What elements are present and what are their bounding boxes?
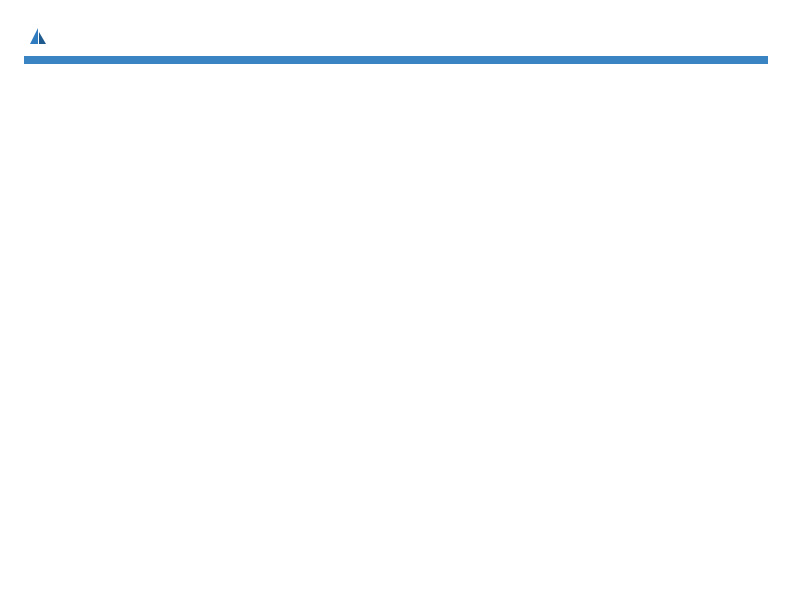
day-header-sun <box>24 56 130 64</box>
day-header-fri <box>555 56 661 64</box>
brand-logo <box>24 26 50 46</box>
day-header-tue <box>237 56 343 64</box>
day-header-thu <box>449 56 555 64</box>
calendar <box>24 56 768 64</box>
day-header-row <box>24 56 768 64</box>
day-header-mon <box>130 56 236 64</box>
header <box>24 24 768 46</box>
page <box>0 0 792 64</box>
day-header-wed <box>343 56 449 64</box>
day-header-sat <box>662 56 768 64</box>
sail-icon <box>28 26 48 46</box>
